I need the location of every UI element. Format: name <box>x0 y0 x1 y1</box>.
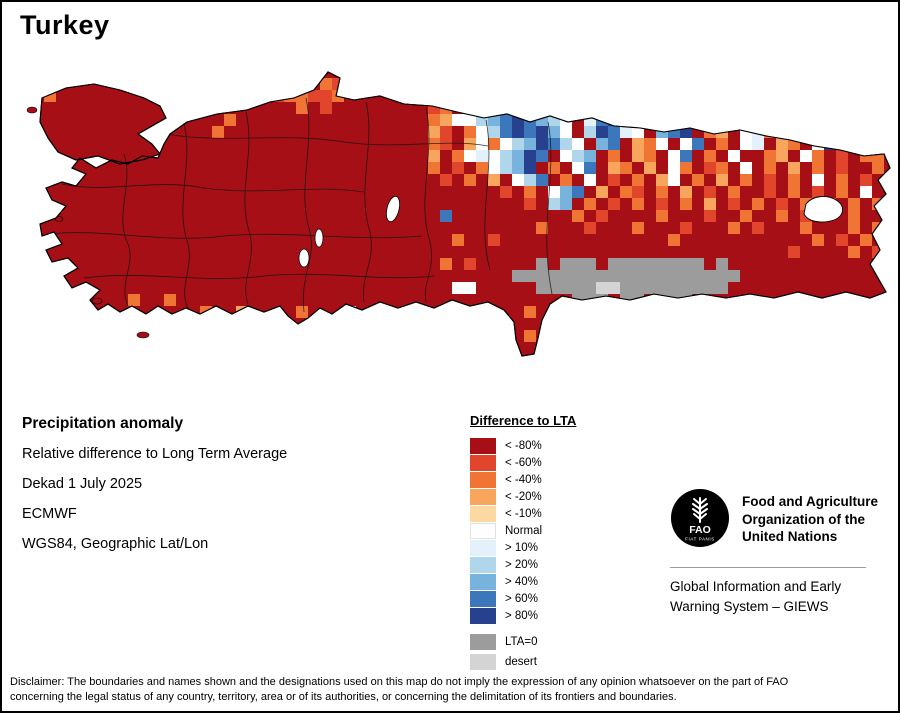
info-line-source: ECMWF <box>22 506 77 522</box>
giews-line: Warning System – GIEWS <box>670 598 829 614</box>
legend-item: < -10% <box>470 505 576 522</box>
legend-item: > 10% <box>470 539 576 556</box>
legend-title: Difference to LTA <box>470 413 577 428</box>
fao-org-name: Food and Agriculture Organization of the… <box>742 488 878 548</box>
island <box>26 106 38 114</box>
fao-logo-text: FAO <box>689 524 711 536</box>
legend-item-label: Normal <box>505 524 543 537</box>
lake-tuz <box>385 195 401 223</box>
legend-item-label: > 20% <box>505 558 538 571</box>
fao-divider <box>670 567 866 568</box>
legend-item: < -40% <box>470 471 576 488</box>
legend-item: < -80% <box>470 437 576 454</box>
legend-swatch <box>470 505 496 522</box>
legend-swatch <box>470 471 496 488</box>
legend-item: > 40% <box>470 573 576 590</box>
fao-org-line: Organization of the <box>742 511 865 527</box>
legend-item-label: > 10% <box>505 541 538 554</box>
legend-item-label: > 60% <box>505 592 538 605</box>
fao-logo-icon: FAO FIAT PANIS <box>671 489 729 547</box>
legend-swatch <box>470 454 496 471</box>
giews-name: Global Information and Early Warning Sys… <box>670 577 841 616</box>
info-heading: Precipitation anomaly <box>22 415 184 432</box>
legend-item-label: > 80% <box>505 609 538 622</box>
disclaimer-line: concerning the legal status of any count… <box>10 690 677 703</box>
fao-logo: FAO FIAT PANIS <box>670 488 730 548</box>
legend-swatch <box>470 633 496 650</box>
legend-item: < -60% <box>470 454 576 471</box>
fao-org-line: United Nations <box>742 529 838 544</box>
wheat-icon <box>692 497 708 523</box>
legend-item-label: < -40% <box>505 473 542 486</box>
legend-swatch <box>470 607 496 624</box>
legend-swatch <box>470 522 496 539</box>
map-info: Precipitation anomaly Relative differenc… <box>22 415 287 566</box>
legend-item-label: < -20% <box>505 490 542 503</box>
legend-swatch <box>470 437 496 454</box>
legend-swatch <box>470 488 496 505</box>
fao-org-line: Food and Agriculture <box>742 494 878 509</box>
lake-van <box>803 196 843 223</box>
legend-item-label: > 40% <box>505 575 538 588</box>
legend-item-label: < -80% <box>505 439 542 452</box>
info-line-projection: WGS84, Geographic Lat/Lon <box>22 536 209 552</box>
disclaimer: Disclaimer: The boundaries and names sho… <box>10 675 894 704</box>
turkey-precipitation-map <box>26 71 891 357</box>
legend-swatch <box>470 590 496 607</box>
legend-item: > 80% <box>470 607 576 624</box>
legend-item: desert <box>470 653 576 670</box>
disclaimer-line: Disclaimer: The boundaries and names sho… <box>10 676 789 688</box>
legend-item: LTA=0 <box>470 633 576 650</box>
fao-motto-text: FIAT PANIS <box>685 537 715 542</box>
legend-item: Normal <box>470 522 576 539</box>
legend-item: > 20% <box>470 556 576 573</box>
giews-line: Global Information and Early <box>670 579 842 594</box>
legend: Difference to LTA < -80% < -60% < -40% <… <box>470 413 576 670</box>
province-borders <box>47 97 553 313</box>
legend-item-label: < -10% <box>505 507 542 520</box>
legend-swatch <box>470 653 496 670</box>
legend-item-label: desert <box>505 655 537 668</box>
info-line-dekad: Dekad 1 July 2025 <box>22 476 143 492</box>
island <box>91 297 103 305</box>
island <box>136 331 150 339</box>
legend-item-label: LTA=0 <box>505 635 538 648</box>
lake-beysehir <box>298 248 310 268</box>
lake-egirdir <box>314 228 324 248</box>
page-title: Turkey <box>20 10 110 40</box>
legend-item: < -20% <box>470 488 576 505</box>
island <box>54 216 64 222</box>
legend-item-label: < -60% <box>505 456 542 469</box>
legend-swatch <box>470 539 496 556</box>
legend-swatch <box>470 573 496 590</box>
info-line-method: Relative difference to Long Term Average <box>22 446 288 462</box>
coastline <box>39 71 891 357</box>
lakes-layer <box>298 195 843 268</box>
legend-swatch <box>470 556 496 573</box>
legend-item: > 60% <box>470 590 576 607</box>
fao-block: FAO FIAT PANIS Food and Agriculture Orga… <box>670 488 882 548</box>
